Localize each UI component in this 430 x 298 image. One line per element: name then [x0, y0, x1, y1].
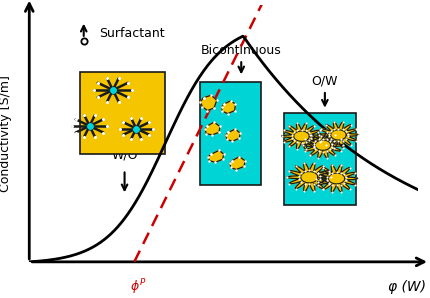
Polygon shape [301, 172, 318, 183]
Text: Conductivity [S/m]: Conductivity [S/m] [0, 75, 12, 192]
Polygon shape [222, 101, 235, 114]
Polygon shape [315, 140, 331, 150]
Polygon shape [319, 122, 359, 148]
FancyBboxPatch shape [284, 113, 356, 205]
Polygon shape [230, 157, 245, 170]
Text: W/O: W/O [111, 149, 138, 162]
Polygon shape [316, 165, 357, 192]
Polygon shape [282, 123, 322, 149]
Text: φ (W): φ (W) [387, 280, 426, 294]
Text: Bicontinuous: Bicontinuous [201, 44, 282, 57]
Polygon shape [329, 173, 345, 184]
Text: Surfactant: Surfactant [99, 27, 165, 40]
Polygon shape [331, 130, 346, 140]
Polygon shape [205, 122, 220, 135]
Polygon shape [208, 150, 224, 162]
Polygon shape [287, 163, 332, 191]
Polygon shape [303, 132, 343, 158]
Text: O/W: O/W [312, 74, 338, 88]
Text: $\phi^P$: $\phi^P$ [130, 277, 147, 297]
Polygon shape [200, 95, 217, 111]
Polygon shape [294, 131, 309, 141]
Polygon shape [226, 129, 240, 141]
FancyBboxPatch shape [80, 72, 166, 154]
FancyBboxPatch shape [200, 82, 261, 185]
